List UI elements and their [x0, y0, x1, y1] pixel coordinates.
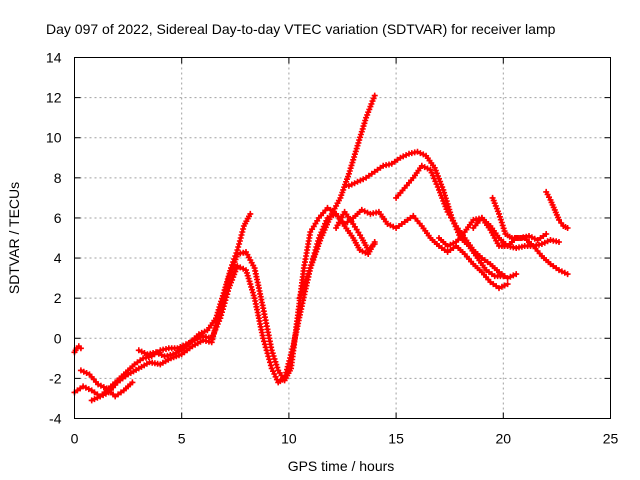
data-point	[229, 262, 236, 269]
data-point	[228, 265, 234, 272]
data-point	[213, 315, 219, 322]
y-axis-label: SDTVAR / TECUs	[6, 182, 22, 294]
series-pass-12	[489, 194, 550, 243]
data-point	[263, 347, 270, 354]
data-point	[513, 271, 520, 278]
data-point	[371, 241, 378, 247]
data-point	[231, 256, 238, 263]
data-point	[296, 295, 303, 302]
data-point	[499, 222, 506, 229]
series-pass-5	[135, 210, 254, 360]
axis-ticks: 0 5 10 15 20 25 -4 -2 0 2 4 6 8 10 12 14	[46, 50, 619, 447]
data-point	[232, 268, 239, 275]
data-point	[431, 175, 438, 182]
series-pass-7	[333, 208, 378, 253]
data-point	[220, 290, 227, 296]
data-point	[556, 216, 562, 223]
data-point	[287, 352, 294, 359]
y-tick-label: 8	[54, 170, 62, 186]
data-point	[230, 259, 237, 266]
data-point	[282, 372, 289, 379]
y-tick-label: 0	[54, 330, 62, 346]
data-point	[223, 294, 230, 301]
data-point	[543, 231, 550, 237]
data-point	[261, 338, 267, 345]
x-tick-label: 5	[178, 431, 186, 447]
data-point	[272, 358, 279, 365]
series-pass-1	[71, 343, 84, 356]
y-tick-label: 14	[46, 50, 62, 66]
data-point	[232, 253, 239, 260]
x-tick-label: 25	[603, 431, 619, 447]
plot-frame	[74, 57, 611, 419]
data-point	[233, 250, 240, 256]
data-point	[267, 359, 273, 366]
y-tick-label: 4	[54, 250, 62, 266]
y-tick-label: 10	[46, 130, 62, 146]
series-line	[394, 164, 518, 280]
x-axis-label: GPS time / hours	[288, 458, 395, 474]
data-point	[371, 92, 378, 99]
data-point	[496, 210, 502, 217]
data-point	[267, 362, 274, 369]
data-point	[286, 357, 293, 364]
data-point	[129, 379, 136, 386]
y-tick-label: 6	[54, 210, 62, 226]
data-point	[305, 270, 312, 277]
series-pass-9	[393, 162, 520, 282]
x-tick-label: 0	[71, 431, 79, 447]
data-point	[498, 219, 505, 226]
series-pass-13	[543, 188, 571, 231]
data-point	[214, 309, 221, 316]
data-point	[307, 265, 314, 272]
data-point	[77, 345, 84, 352]
x-tick-label: 15	[388, 431, 404, 447]
data-point	[219, 295, 225, 302]
y-tick-label: -4	[49, 411, 62, 427]
data-point	[225, 288, 231, 295]
data-point	[289, 346, 296, 353]
data-point	[496, 213, 503, 220]
gridlines	[74, 57, 611, 419]
x-tick-label: 10	[281, 431, 297, 447]
y-tick-label: -2	[49, 370, 62, 386]
series-pass-6	[296, 92, 378, 302]
data-point	[261, 341, 268, 348]
x-tick-label: 20	[496, 431, 512, 447]
data-point	[564, 271, 571, 278]
data-point	[271, 355, 278, 362]
data-point	[262, 344, 269, 351]
data-point	[504, 281, 511, 288]
data-point	[556, 239, 562, 245]
data-point	[501, 228, 508, 235]
data-point	[247, 210, 254, 217]
data-point	[250, 292, 257, 299]
data-series	[71, 92, 571, 404]
y-tick-label: 12	[46, 90, 62, 106]
data-point	[270, 353, 277, 359]
y-tick-label: 2	[54, 290, 62, 306]
series-pass-4	[88, 206, 511, 404]
data-point	[235, 244, 242, 250]
series-line	[137, 212, 252, 358]
data-point	[265, 353, 272, 360]
data-point	[268, 347, 275, 354]
data-point	[273, 361, 280, 368]
data-point	[222, 297, 229, 304]
data-point	[564, 225, 571, 231]
data-point	[274, 364, 281, 371]
data-point	[249, 286, 255, 293]
chart-title: Day 097 of 2022, Sidereal Day-to-day VTE…	[46, 21, 556, 37]
